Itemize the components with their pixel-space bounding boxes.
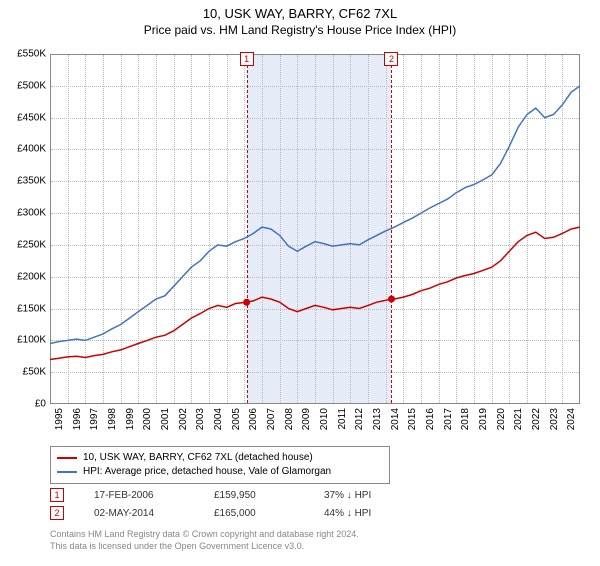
y-tick-label: £250K [17, 239, 46, 250]
x-tick-label: 2017 [443, 408, 454, 430]
x-tick-label: 2012 [354, 408, 365, 430]
x-tick-label: 2015 [407, 408, 418, 430]
legend-item: HPI: Average price, detached house, Vale… [57, 465, 383, 479]
x-tick-label: 2021 [513, 408, 524, 430]
x-tick-label: 2010 [319, 408, 330, 430]
sale-marker: 2 [50, 506, 64, 520]
sale-date: 17-FEB-2006 [94, 490, 184, 501]
x-tick-label: 2000 [142, 408, 153, 430]
x-tick-label: 2014 [390, 408, 401, 430]
x-tick-label: 2002 [178, 408, 189, 430]
event-marker: 1 [240, 52, 254, 66]
sale-diff: 44% ↓ HPI [324, 508, 404, 519]
y-tick-label: £0 [35, 399, 46, 410]
x-tick-label: 2020 [496, 408, 507, 430]
y-tick-label: £200K [17, 271, 46, 282]
x-tick-label: 2001 [160, 408, 171, 430]
x-tick-label: 2003 [195, 408, 206, 430]
legend-swatch [57, 471, 77, 473]
x-tick-label: 2022 [531, 408, 542, 430]
x-tick-label: 2023 [549, 408, 560, 430]
footnote-line: This data is licensed under the Open Gov… [50, 540, 359, 552]
legend-label: 10, USK WAY, BARRY, CF62 7XL (detached h… [83, 451, 313, 465]
y-tick-label: £150K [17, 303, 46, 314]
x-tick-label: 1999 [125, 408, 136, 430]
ownership-shade [247, 55, 392, 403]
x-tick-label: 2018 [460, 408, 471, 430]
x-tick-label: 1996 [72, 408, 83, 430]
x-tick-label: 2009 [301, 408, 312, 430]
sale-row: 2 02-MAY-2014 £165,000 44% ↓ HPI [50, 504, 404, 522]
footnote-line: Contains HM Land Registry data © Crown c… [50, 528, 359, 540]
sale-row: 1 17-FEB-2006 £159,950 37% ↓ HPI [50, 486, 404, 504]
chart-subtitle: Price paid vs. HM Land Registry's House … [0, 23, 600, 37]
x-tick-label: 2013 [372, 408, 383, 430]
x-tick-label: 2008 [284, 408, 295, 430]
chart-container: 10, USK WAY, BARRY, CF62 7XL Price paid … [0, 6, 600, 566]
y-tick-label: £300K [17, 208, 46, 219]
x-tick-label: 2007 [266, 408, 277, 430]
x-tick-label: 2019 [478, 408, 489, 430]
y-tick-label: £550K [17, 49, 46, 60]
y-tick-label: £450K [17, 112, 46, 123]
legend-swatch [57, 457, 77, 459]
x-tick-label: 2011 [337, 408, 348, 430]
plot-area: 12 £0£50K£100K£150K£200K£250K£300K£350K£… [50, 54, 580, 404]
x-tick-label: 2006 [248, 408, 259, 430]
sale-price: £165,000 [214, 508, 294, 519]
y-tick-label: £400K [17, 144, 46, 155]
legend-label: HPI: Average price, detached house, Vale… [83, 465, 331, 479]
legend-item: 10, USK WAY, BARRY, CF62 7XL (detached h… [57, 451, 383, 465]
footnote: Contains HM Land Registry data © Crown c… [50, 528, 359, 552]
x-tick-label: 1997 [89, 408, 100, 430]
y-tick-label: £50K [23, 367, 46, 378]
chart-title: 10, USK WAY, BARRY, CF62 7XL [0, 6, 600, 21]
x-tick-label: 2016 [425, 408, 436, 430]
event-marker: 2 [384, 52, 398, 66]
x-tick-label: 1998 [107, 408, 118, 430]
legend: 10, USK WAY, BARRY, CF62 7XL (detached h… [50, 446, 390, 484]
x-tick-label: 2004 [213, 408, 224, 430]
x-tick-label: 2005 [231, 408, 242, 430]
y-tick-label: £500K [17, 80, 46, 91]
sale-marker: 1 [50, 488, 64, 502]
x-tick-label: 2024 [566, 408, 577, 430]
sale-date: 02-MAY-2014 [94, 508, 184, 519]
sale-price: £159,950 [214, 490, 294, 501]
y-tick-label: £100K [17, 335, 46, 346]
y-tick-label: £350K [17, 176, 46, 187]
sale-diff: 37% ↓ HPI [324, 490, 404, 501]
sales-table: 1 17-FEB-2006 £159,950 37% ↓ HPI 2 02-MA… [50, 486, 404, 522]
x-tick-label: 1995 [54, 408, 65, 430]
